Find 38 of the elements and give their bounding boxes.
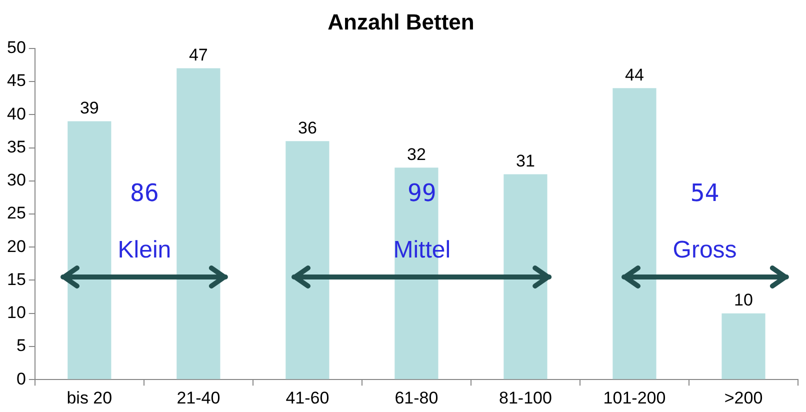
x-tick-label: 21-40: [176, 388, 220, 408]
y-tick-label: 0: [16, 369, 26, 388]
bar: [722, 313, 766, 380]
data-label: 31: [516, 151, 535, 170]
y-tick-label: 5: [16, 336, 26, 356]
bar: [176, 68, 220, 380]
y-tick-label: 20: [6, 236, 26, 256]
bar: [286, 141, 330, 380]
x-tick-label: 41-60: [286, 388, 330, 408]
y-tick-label: 35: [6, 137, 26, 156]
data-label: 36: [298, 118, 317, 138]
y-tick-label: 30: [6, 170, 26, 190]
data-label: 10: [734, 290, 753, 310]
annotation: 99: [407, 179, 436, 208]
y-tick-label: 40: [6, 104, 26, 124]
annotation: Klein: [118, 236, 172, 264]
data-label: 32: [406, 144, 426, 164]
annotation: Gross: [672, 236, 737, 264]
data-label: 47: [188, 45, 208, 64]
data-label: 44: [625, 65, 644, 84]
y-tick-label: 45: [6, 71, 26, 90]
annotation: 54: [690, 179, 720, 208]
y-tick-label: 25: [6, 204, 26, 223]
annotation: Mittel: [393, 236, 451, 264]
bar: [612, 88, 656, 380]
x-tick-label: 101-200: [603, 388, 666, 408]
chart-title: Anzahl Betten: [328, 9, 474, 34]
x-tick-label: 81-100: [499, 388, 552, 408]
data-label: 39: [80, 98, 99, 118]
annotation: 86: [130, 179, 159, 208]
bar: [504, 174, 548, 380]
y-tick-label: 50: [6, 38, 26, 58]
x-tick-label: >200: [724, 388, 763, 408]
y-tick-label: 10: [6, 303, 26, 322]
y-tick-label: 15: [6, 270, 26, 289]
bar: [68, 121, 112, 380]
x-tick-label: bis 20: [66, 388, 112, 408]
x-tick-label: 61-80: [394, 388, 438, 408]
